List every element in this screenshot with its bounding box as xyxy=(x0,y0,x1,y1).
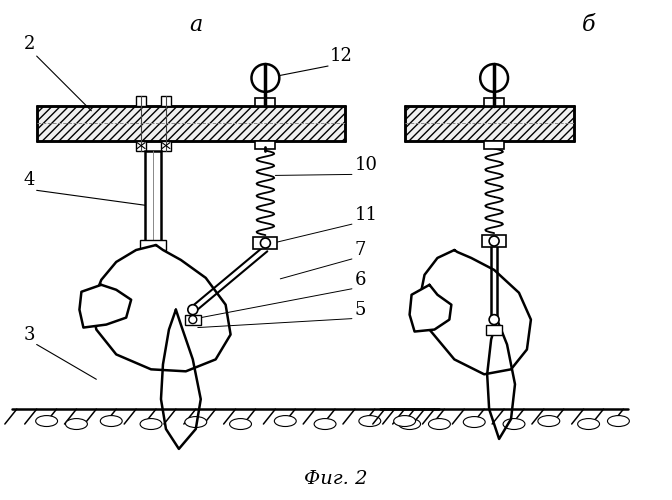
Polygon shape xyxy=(419,250,531,374)
Bar xyxy=(255,140,276,148)
Ellipse shape xyxy=(65,418,87,430)
Ellipse shape xyxy=(394,416,415,426)
Ellipse shape xyxy=(503,418,525,430)
Ellipse shape xyxy=(140,418,162,430)
Text: 2: 2 xyxy=(24,35,35,53)
Ellipse shape xyxy=(463,416,485,428)
Text: 6: 6 xyxy=(355,271,366,289)
Bar xyxy=(482,235,506,247)
Bar xyxy=(161,140,171,150)
Polygon shape xyxy=(91,245,230,372)
Circle shape xyxy=(261,238,270,248)
Bar xyxy=(140,240,166,250)
Ellipse shape xyxy=(274,416,296,426)
Ellipse shape xyxy=(359,416,381,426)
Bar xyxy=(37,106,345,140)
Ellipse shape xyxy=(538,416,560,426)
Bar xyxy=(486,324,502,334)
Bar xyxy=(185,314,201,324)
Bar xyxy=(405,106,574,140)
Text: 10: 10 xyxy=(355,156,378,174)
Circle shape xyxy=(489,314,499,324)
Polygon shape xyxy=(79,285,131,328)
Circle shape xyxy=(480,64,508,92)
Polygon shape xyxy=(487,320,515,439)
Bar xyxy=(253,237,278,249)
Text: Фиг. 2: Фиг. 2 xyxy=(304,470,368,488)
Bar xyxy=(145,150,161,245)
Bar xyxy=(136,96,146,106)
Bar xyxy=(136,140,146,150)
Text: 5: 5 xyxy=(355,300,366,318)
Circle shape xyxy=(188,304,198,314)
Bar xyxy=(484,98,504,106)
Ellipse shape xyxy=(100,416,122,426)
Bar xyxy=(161,96,171,106)
Text: а: а xyxy=(189,14,202,36)
Ellipse shape xyxy=(607,416,630,426)
Ellipse shape xyxy=(230,418,251,430)
Bar xyxy=(484,140,504,148)
Text: 11: 11 xyxy=(355,206,378,224)
Ellipse shape xyxy=(578,418,599,430)
Polygon shape xyxy=(161,310,201,449)
Bar xyxy=(255,98,276,106)
Text: 12: 12 xyxy=(330,47,353,65)
Text: б: б xyxy=(582,14,595,36)
Ellipse shape xyxy=(429,418,450,430)
Text: 3: 3 xyxy=(24,326,35,344)
Circle shape xyxy=(251,64,280,92)
Text: 7: 7 xyxy=(355,241,366,259)
Text: 4: 4 xyxy=(24,172,35,190)
Polygon shape xyxy=(410,285,452,332)
Ellipse shape xyxy=(185,416,207,428)
Ellipse shape xyxy=(398,418,421,430)
Ellipse shape xyxy=(36,416,58,426)
Circle shape xyxy=(189,316,197,324)
Ellipse shape xyxy=(314,418,336,430)
Circle shape xyxy=(489,236,499,246)
